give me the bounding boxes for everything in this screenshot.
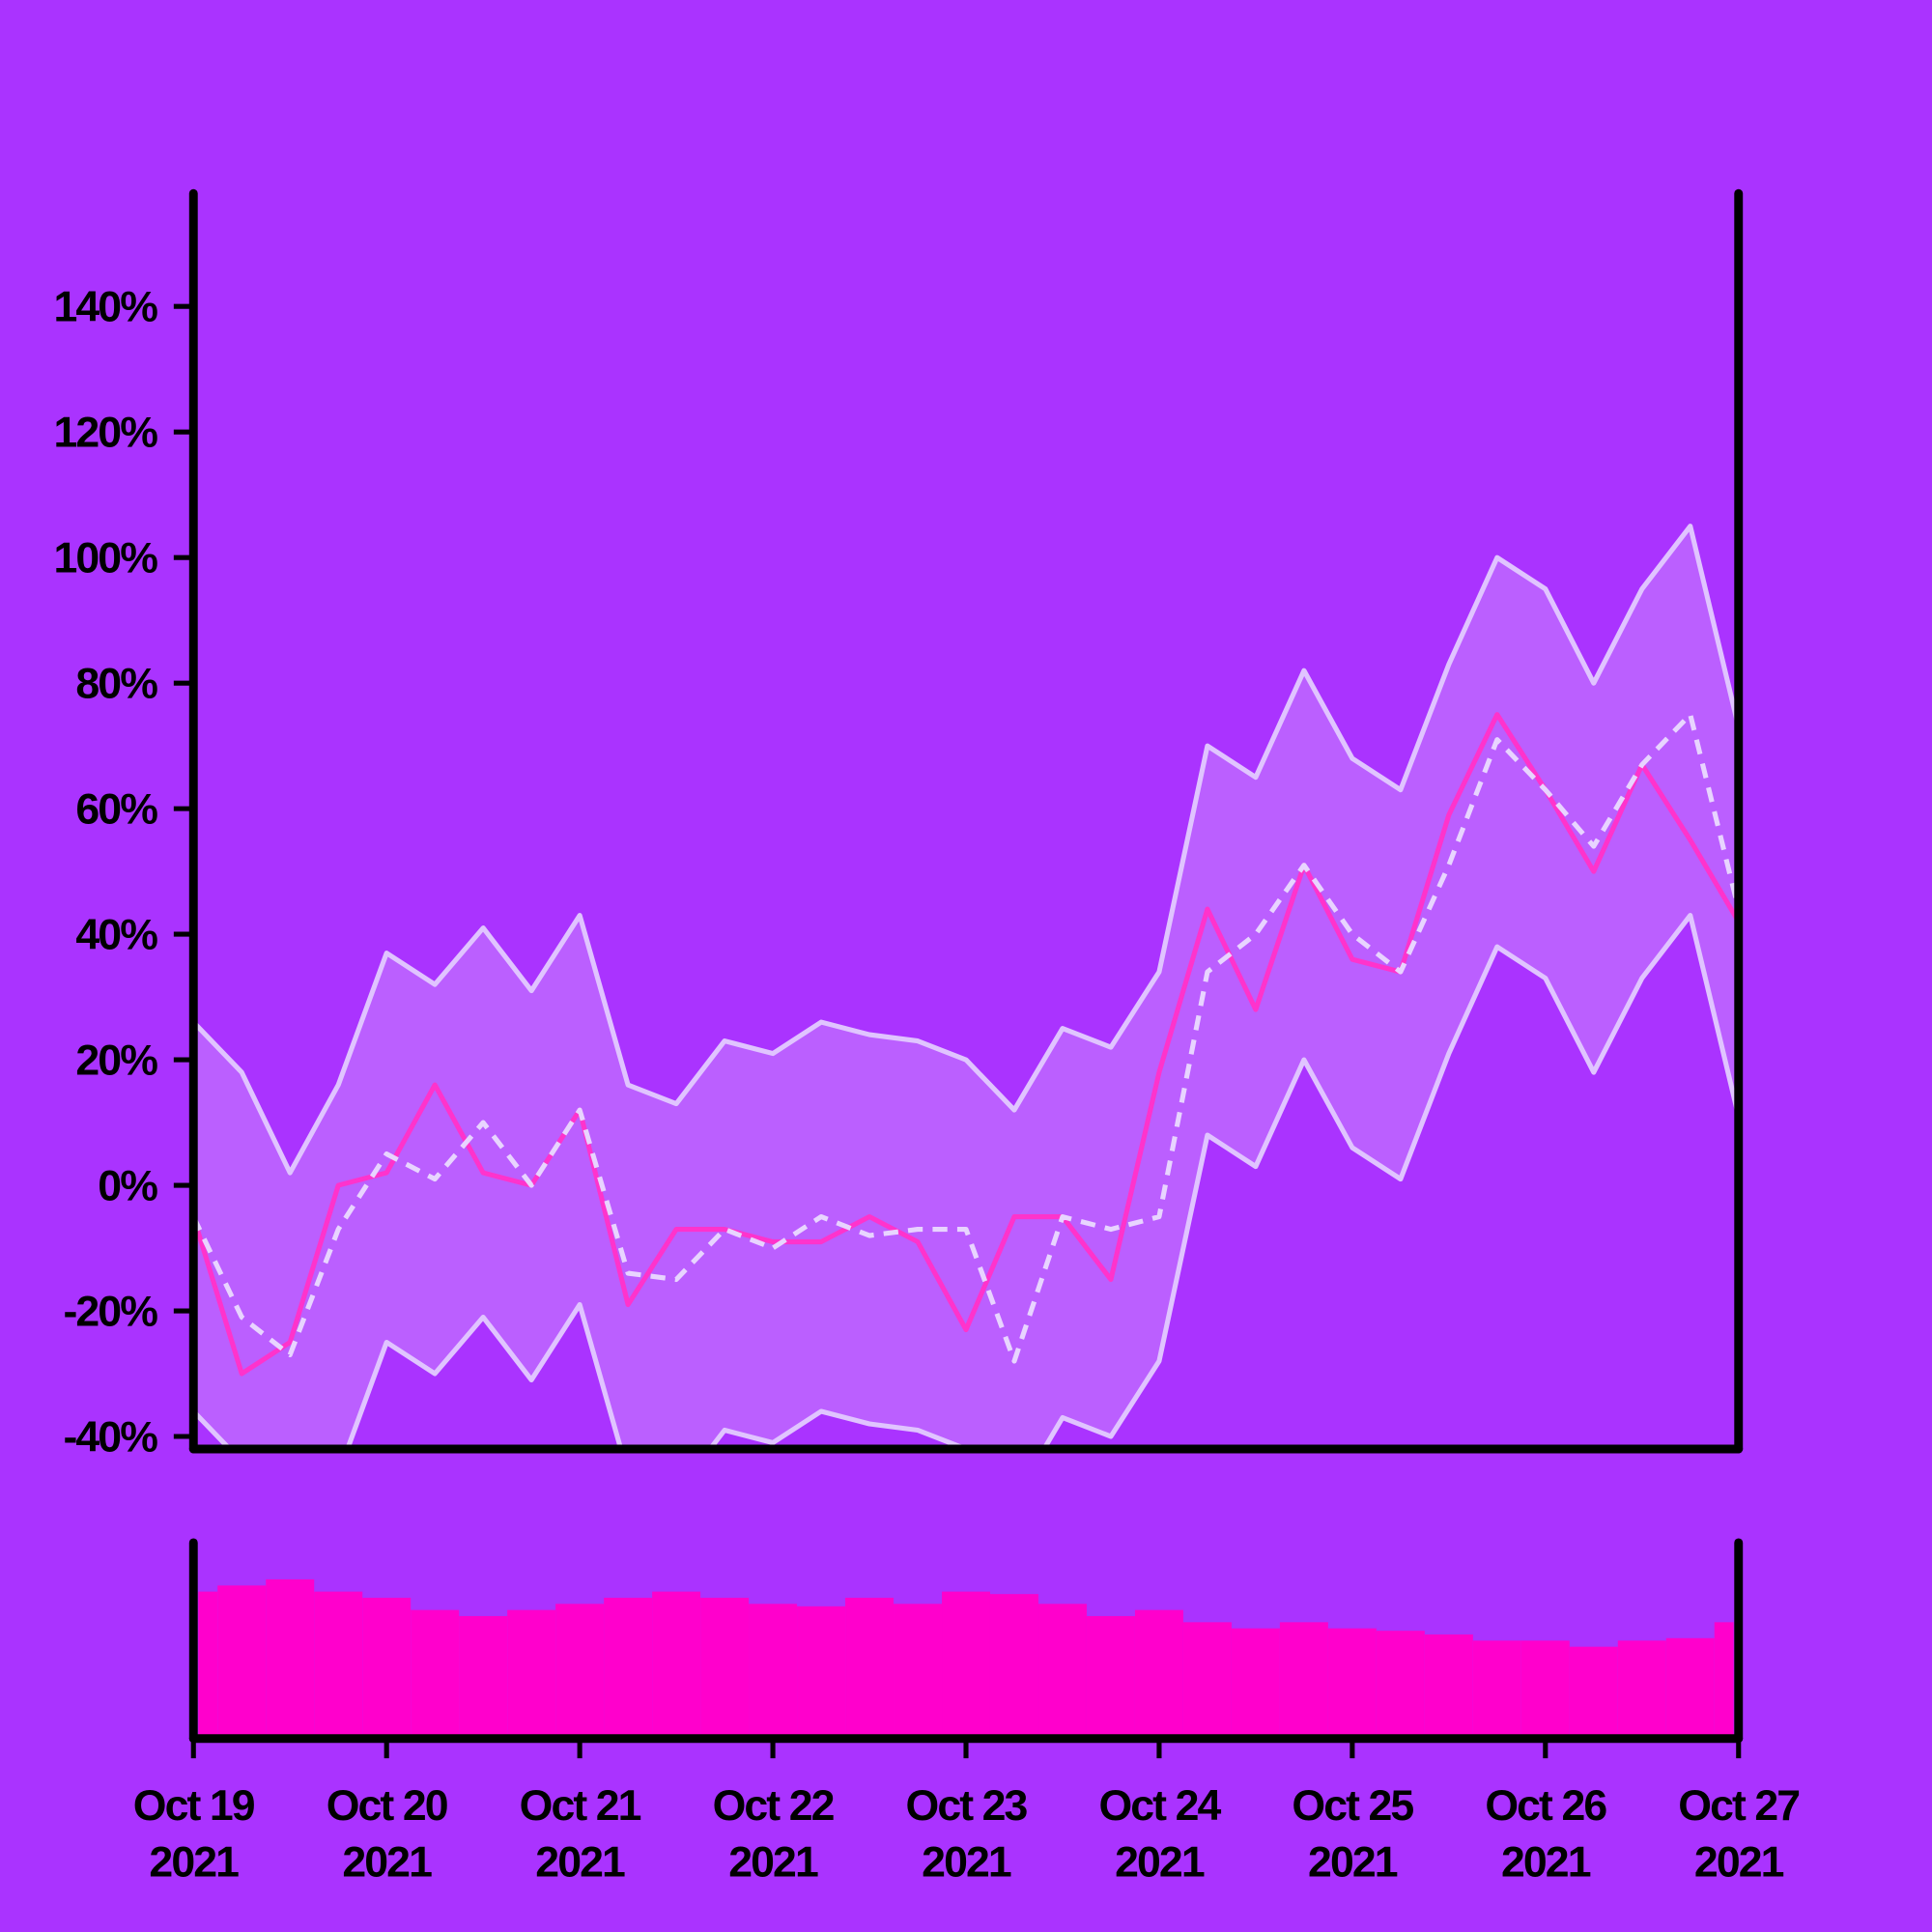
- y-tick-label: 140%: [54, 284, 158, 331]
- y-tick-label: 60%: [75, 785, 157, 833]
- volume-bar: [507, 1609, 556, 1739]
- volume-bar: [1231, 1628, 1280, 1739]
- volume-bar: [314, 1591, 363, 1739]
- volume-bar: [1037, 1604, 1087, 1739]
- y-tick-label: 120%: [54, 410, 158, 457]
- x-tick-label: Oct 27 2021: [1678, 1782, 1799, 1887]
- volume-bar: [797, 1605, 846, 1739]
- volume-bar: [217, 1585, 267, 1739]
- x-tick-label: Oct 24 2021: [1098, 1782, 1221, 1887]
- volume-bar: [604, 1597, 653, 1739]
- band-fill: [193, 526, 1739, 1449]
- volume-bar: [1617, 1640, 1666, 1739]
- line: [193, 712, 1739, 1377]
- x-tick-label: Oct 23 2021: [906, 1782, 1028, 1887]
- volume-bar: [411, 1609, 460, 1739]
- x-tick-label: Oct 20 2021: [327, 1782, 447, 1887]
- y-tick-label: 0%: [98, 1162, 157, 1209]
- volume-bar: [1327, 1628, 1377, 1739]
- volume-bar: [1424, 1634, 1473, 1739]
- y-tick-label: 20%: [75, 1037, 157, 1084]
- volume-bar: [894, 1604, 943, 1739]
- x-tick-label: Oct 19 2021: [133, 1782, 255, 1887]
- volume-bar: [942, 1591, 990, 1739]
- volume-bar: [1134, 1609, 1183, 1739]
- volume-bar: [1472, 1640, 1521, 1739]
- x-tick-label: Oct 25 2021: [1292, 1782, 1413, 1887]
- axes: -40% -20% 0% 20% 40% 60% 80% 100% 120% 140% Oct 19…: [54, 188, 1801, 1887]
- volume-bar: [266, 1578, 315, 1739]
- volume-bar: [1665, 1637, 1715, 1739]
- line: [193, 913, 1739, 1449]
- volume-bar: [459, 1615, 508, 1739]
- y-tick-label: 40%: [75, 911, 157, 958]
- x-tick-label: Oct 26 2021: [1485, 1782, 1606, 1887]
- line: [193, 524, 1739, 1176]
- x-tick-label: Oct 22 2021: [713, 1782, 835, 1887]
- volume-bar: [1086, 1615, 1135, 1739]
- y-tick-label: 100%: [54, 534, 158, 582]
- moving-average-line: [193, 712, 1739, 1364]
- volume-bar: [989, 1594, 1038, 1739]
- volume-bar: [198, 1591, 218, 1739]
- volume-bar: [1520, 1640, 1570, 1739]
- volume-bar: [1279, 1622, 1328, 1739]
- y-tick-label: -20%: [63, 1288, 157, 1335]
- volume-bar: [1714, 1622, 1734, 1739]
- x-tick-label: Oct 21 2021: [520, 1782, 641, 1887]
- y-tick-label: -40%: [63, 1413, 157, 1461]
- volume-bar: [749, 1604, 798, 1739]
- y-tick-label: 80%: [75, 660, 157, 707]
- volume-bar: [700, 1597, 750, 1739]
- volume-bar: [1182, 1622, 1232, 1739]
- volume-bar: [652, 1591, 701, 1739]
- volume-bar: [1376, 1631, 1425, 1739]
- plot-area: [193, 524, 1739, 1449]
- volume-bar: [1569, 1646, 1618, 1739]
- volume-bar: [555, 1604, 605, 1739]
- volume-bar: [362, 1597, 412, 1739]
- volume-area: [198, 1578, 1734, 1739]
- volume-bar: [845, 1597, 895, 1739]
